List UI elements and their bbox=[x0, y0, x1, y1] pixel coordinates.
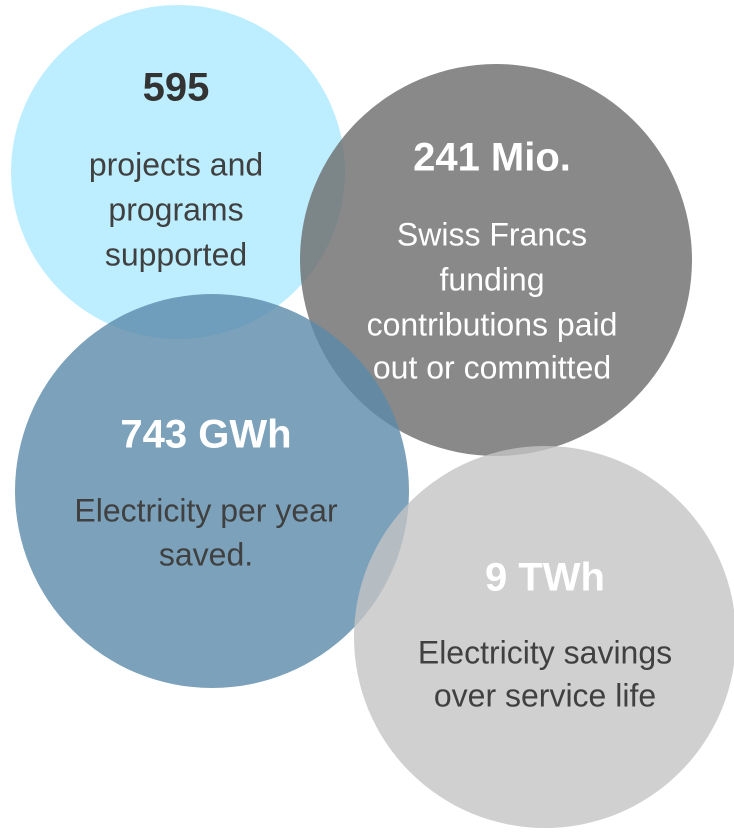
headline: 743 GWh bbox=[120, 413, 291, 457]
description-line: Electricity savings bbox=[418, 634, 672, 670]
headline: 9 TWh bbox=[485, 556, 605, 600]
description-line: programs bbox=[108, 191, 243, 227]
circle-funding bbox=[300, 64, 692, 456]
circle-projects bbox=[11, 5, 345, 339]
description-line: Swiss Francs bbox=[397, 216, 587, 252]
description-line: out or committed bbox=[373, 349, 611, 385]
headline: 241 Mio. bbox=[413, 136, 571, 180]
description-line: contributions paid bbox=[367, 306, 618, 342]
description-line: Electricity per year bbox=[74, 492, 338, 528]
description-line: over service life bbox=[434, 677, 656, 713]
description-line: projects and bbox=[89, 146, 263, 182]
circle-electricity-life bbox=[354, 446, 734, 828]
labels: 595 projects and programs supported 241 Mio.… bbox=[74, 66, 672, 714]
description-line: funding bbox=[440, 261, 545, 297]
description-line: supported bbox=[105, 236, 247, 272]
circle-electricity-year bbox=[15, 294, 409, 688]
headline: 595 bbox=[143, 66, 210, 110]
description-line: saved. bbox=[159, 536, 253, 572]
